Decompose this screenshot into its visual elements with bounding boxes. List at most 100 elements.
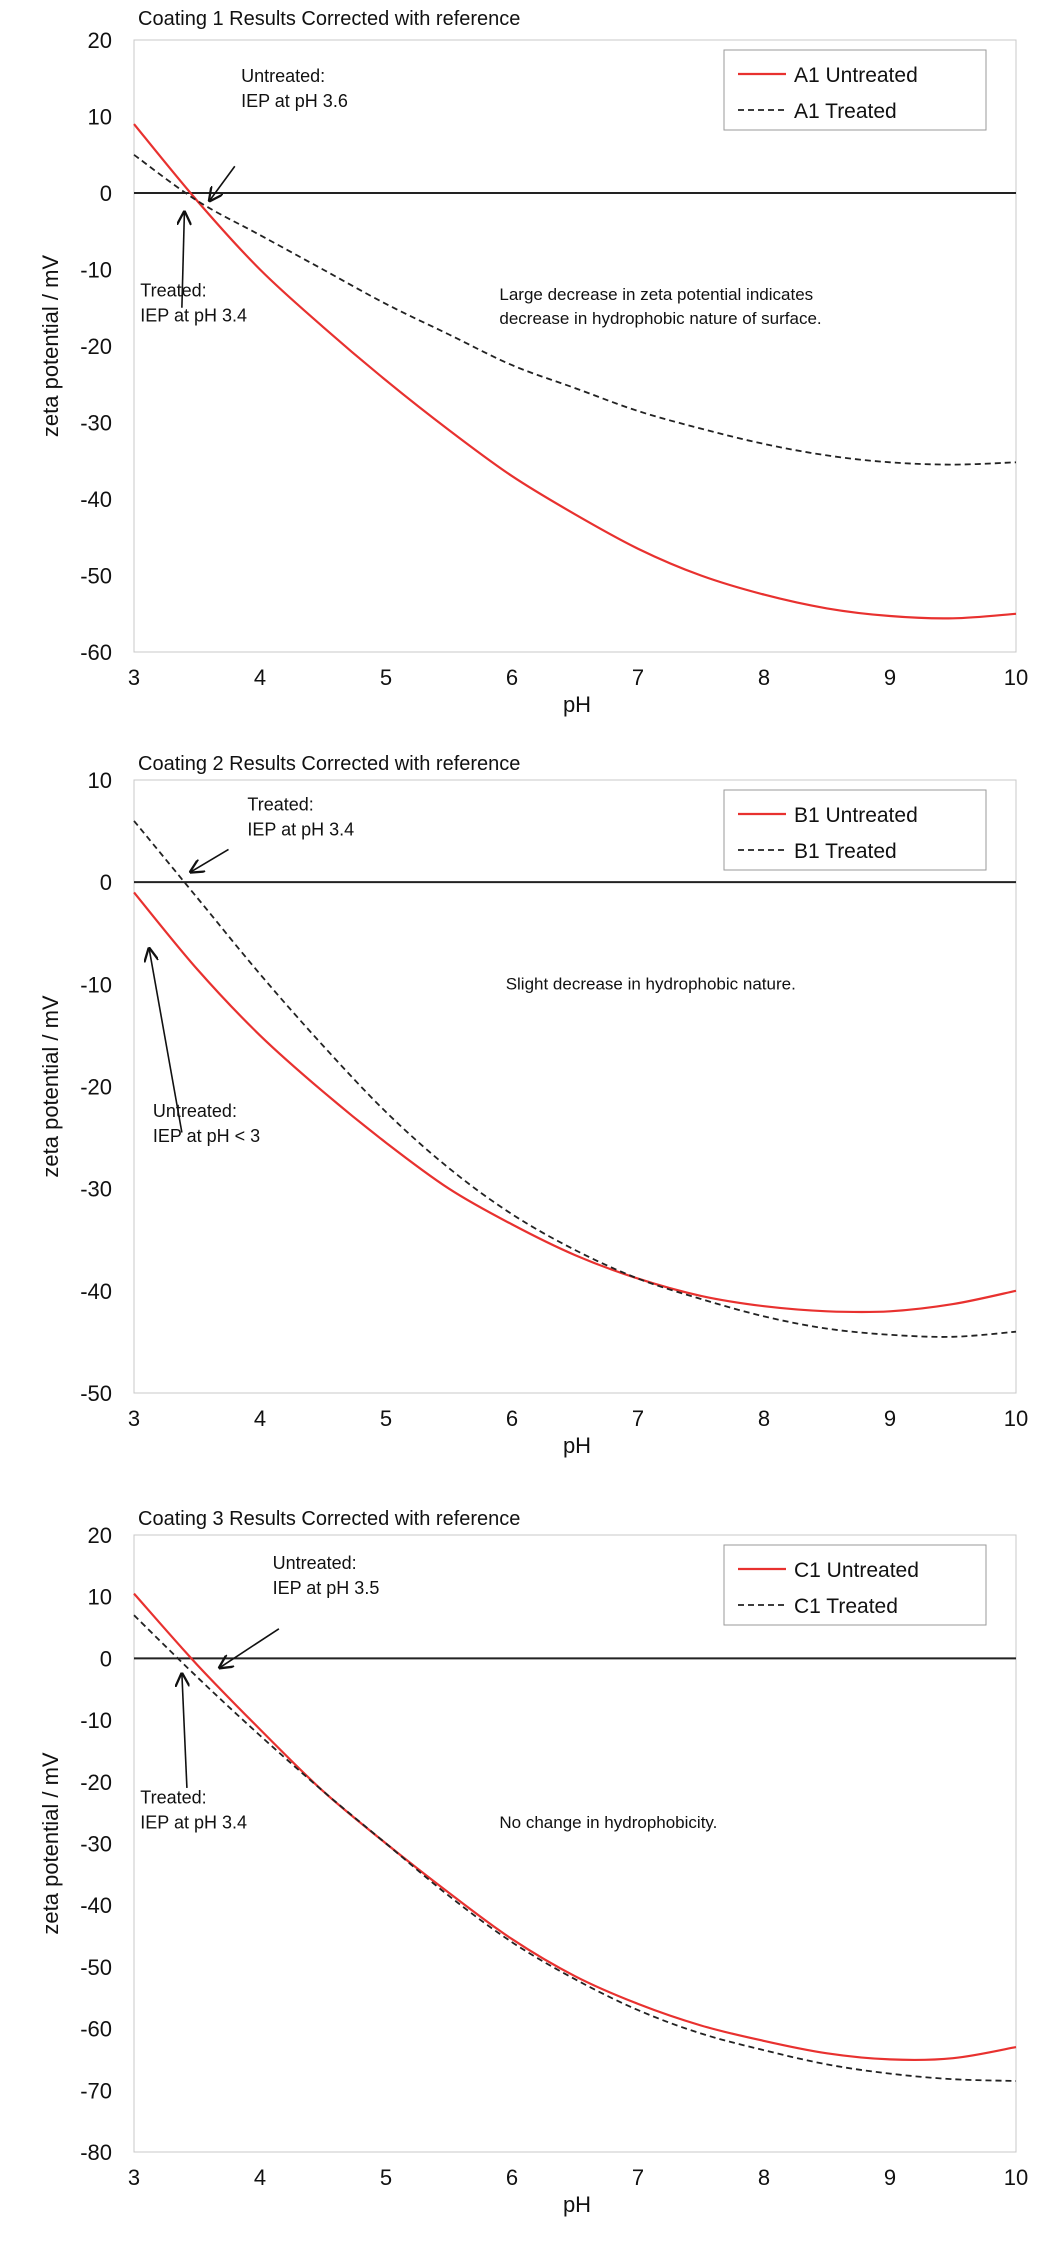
series-line-c1-untreated bbox=[133, 1592, 1017, 2062]
y-tick-label: 0 bbox=[100, 1646, 112, 1671]
annotation-text: decrease in hydrophobic nature of surfac… bbox=[499, 309, 821, 328]
y-tick-label: -70 bbox=[80, 2078, 112, 2103]
y-tick-label: -40 bbox=[80, 1893, 112, 1918]
x-tick-label: 6 bbox=[506, 2165, 518, 2190]
series-line-c1-treated bbox=[133, 1614, 1017, 2082]
annotation-arrow bbox=[149, 949, 183, 1133]
y-tick-label: -20 bbox=[80, 1075, 112, 1100]
y-tick-label: -30 bbox=[80, 411, 112, 436]
y-tick-label: -40 bbox=[80, 1279, 112, 1304]
y-tick-label: -80 bbox=[80, 2140, 112, 2165]
x-tick-label: 5 bbox=[380, 665, 392, 690]
y-tick-label: -10 bbox=[80, 972, 112, 997]
legend-label: B1 Treated bbox=[794, 840, 897, 863]
series-line-a1-treated bbox=[133, 154, 1017, 466]
annotation-text: Treated: bbox=[140, 280, 206, 300]
x-tick-label: 9 bbox=[884, 2165, 896, 2190]
annotation-text: Untreated: bbox=[241, 66, 325, 86]
chart-title: Coating 2 Results Corrected with referen… bbox=[138, 753, 520, 775]
annotation: Untreated: IEP at pH < 3 bbox=[149, 949, 260, 1146]
y-axis-label: zeta potential / mV bbox=[38, 995, 63, 1178]
y-tick-label: -30 bbox=[80, 1832, 112, 1857]
x-tick-label: 6 bbox=[506, 665, 518, 690]
y-tick-label: -10 bbox=[80, 1708, 112, 1733]
y-tick-label: -40 bbox=[80, 487, 112, 512]
series-line-b1-treated bbox=[133, 820, 1017, 1338]
y-axis-label: zeta potential / mV bbox=[38, 1752, 63, 1935]
x-tick-label: 3 bbox=[128, 665, 140, 690]
y-tick-label: 20 bbox=[88, 1523, 112, 1548]
annotation-text: IEP at pH 3.6 bbox=[241, 91, 348, 111]
x-tick-label: 4 bbox=[254, 1406, 266, 1431]
legend-box bbox=[723, 1544, 987, 1626]
x-tick-label: 6 bbox=[506, 1406, 518, 1431]
x-tick-label: 7 bbox=[632, 2165, 644, 2190]
x-axis-label: pH bbox=[563, 2192, 591, 2217]
x-axis-label: pH bbox=[563, 692, 591, 717]
y-tick-label: 0 bbox=[100, 181, 112, 206]
annotation-text: Slight decrease in hydrophobic nature. bbox=[506, 974, 796, 993]
annotation-text: IEP at pH 3.5 bbox=[273, 1578, 380, 1598]
y-tick-label: 10 bbox=[88, 768, 112, 793]
x-tick-label: 8 bbox=[758, 665, 770, 690]
annotation-text: IEP at pH 3.4 bbox=[140, 1812, 247, 1832]
annotation-arrow bbox=[210, 165, 236, 200]
annotation-text: IEP at pH 3.4 bbox=[140, 305, 247, 325]
legend: B1 Untreated B1 Treated bbox=[723, 789, 987, 871]
chart-1: Coating 1 Results Corrected with referen… bbox=[38, 8, 1028, 717]
x-tick-label: 7 bbox=[632, 665, 644, 690]
annotation-arrow bbox=[182, 212, 185, 308]
y-tick-label: -60 bbox=[80, 640, 112, 665]
annotation-text: Untreated: bbox=[273, 1553, 357, 1573]
y-tick-label: -10 bbox=[80, 258, 112, 283]
x-tick-label: 10 bbox=[1004, 665, 1028, 690]
x-tick-label: 5 bbox=[380, 2165, 392, 2190]
y-tick-label: 10 bbox=[88, 1585, 112, 1610]
legend-label: A1 Untreated bbox=[794, 64, 918, 87]
y-tick-label: 0 bbox=[100, 870, 112, 895]
legend-label: A1 Treated bbox=[794, 100, 897, 123]
x-axis-label: pH bbox=[563, 1433, 591, 1458]
y-axis-label: zeta potential / mV bbox=[38, 255, 63, 438]
legend-box bbox=[723, 49, 987, 131]
x-tick-label: 8 bbox=[758, 1406, 770, 1431]
series-line-b1-untreated bbox=[133, 891, 1017, 1314]
legend-label: C1 Treated bbox=[794, 1595, 898, 1618]
legend-box bbox=[723, 789, 987, 871]
x-tick-label: 4 bbox=[254, 665, 266, 690]
x-tick-label: 3 bbox=[128, 2165, 140, 2190]
x-tick-label: 7 bbox=[632, 1406, 644, 1431]
chart-2: Coating 2 Results Corrected with referen… bbox=[38, 753, 1028, 1458]
annotation: Treated: IEP at pH 3.4 bbox=[140, 1674, 247, 1832]
x-tick-label: 4 bbox=[254, 2165, 266, 2190]
series-line-a1-untreated bbox=[133, 123, 1017, 620]
x-tick-label: 10 bbox=[1004, 1406, 1028, 1431]
x-tick-label: 3 bbox=[128, 1406, 140, 1431]
legend: C1 Untreated C1 Treated bbox=[723, 1544, 987, 1626]
annotation: Treated: IEP at pH 3.4 bbox=[140, 212, 247, 325]
legend-label: B1 Untreated bbox=[794, 804, 918, 827]
plot-frame bbox=[133, 39, 1017, 653]
annotation-text: No change in hydrophobicity. bbox=[499, 1813, 717, 1832]
y-tick-label: -50 bbox=[80, 1955, 112, 1980]
chart-title: Coating 3 Results Corrected with referen… bbox=[138, 1508, 520, 1530]
annotation-text: Untreated: bbox=[153, 1101, 237, 1121]
annotation-text: Large decrease in zeta potential indicat… bbox=[499, 285, 813, 304]
x-tick-label: 5 bbox=[380, 1406, 392, 1431]
y-tick-label: -50 bbox=[80, 1381, 112, 1406]
annotation: Untreated: IEP at pH 3.6 bbox=[210, 66, 348, 201]
y-tick-label: 10 bbox=[88, 105, 112, 130]
annotation: No change in hydrophobicity. bbox=[499, 1813, 717, 1832]
x-tick-label: 10 bbox=[1004, 2165, 1028, 2190]
annotation: Slight decrease in hydrophobic nature. bbox=[506, 974, 796, 993]
plot-frame bbox=[133, 779, 1017, 1394]
y-tick-label: -20 bbox=[80, 1770, 112, 1795]
x-tick-label: 9 bbox=[884, 665, 896, 690]
x-tick-label: 8 bbox=[758, 2165, 770, 2190]
annotation-text: IEP at pH < 3 bbox=[153, 1126, 260, 1146]
annotation-arrow bbox=[191, 848, 229, 871]
y-tick-label: -20 bbox=[80, 334, 112, 359]
annotation: Treated: IEP at pH 3.4 bbox=[191, 795, 354, 872]
annotation-arrow bbox=[220, 1628, 280, 1668]
